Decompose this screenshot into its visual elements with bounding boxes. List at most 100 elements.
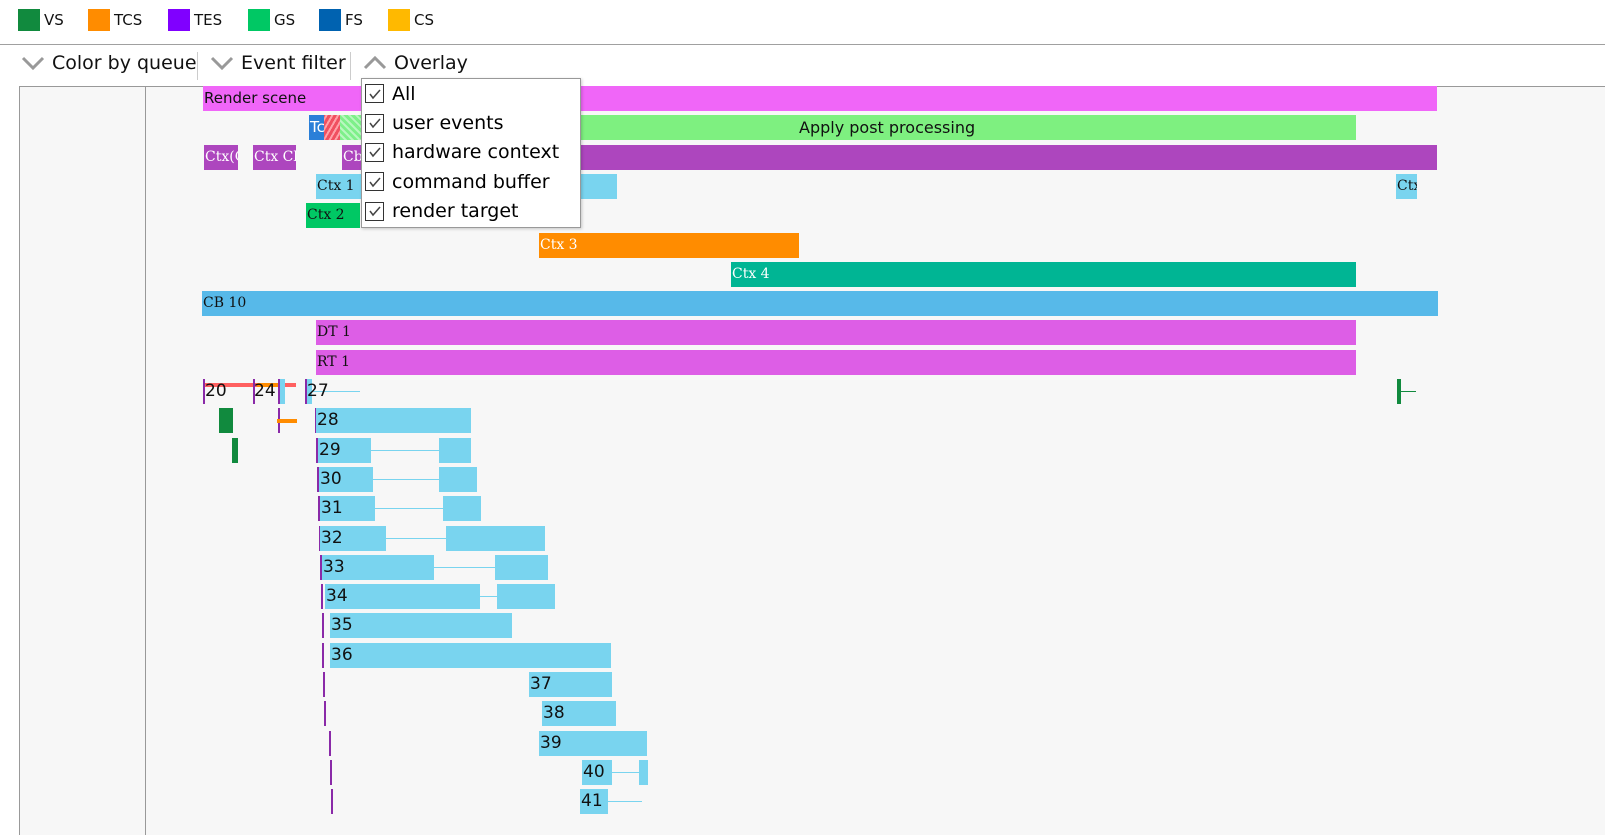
event-bar[interactable]: 41 [580, 789, 608, 815]
tc-bar[interactable]: Tc [309, 115, 324, 141]
apply-post-processing-bar[interactable] [580, 115, 1356, 141]
event-bar[interactable] [497, 584, 555, 610]
event-marker [323, 672, 325, 697]
event-bar[interactable]: 34 [325, 584, 480, 610]
event-filter-toggle[interactable]: Event filter [209, 52, 346, 74]
event-range [257, 383, 283, 387]
event-bar[interactable]: 35 [330, 613, 512, 639]
event-marker [316, 437, 318, 463]
event-bar[interactable] [446, 525, 545, 551]
event-marker [317, 466, 319, 492]
overlay-menu-item[interactable]: command buffer [362, 167, 580, 196]
event-bar[interactable]: 39 [539, 730, 647, 756]
event-bar[interactable]: 37 [529, 672, 612, 697]
legend-label: TCS [114, 11, 143, 29]
overlay-menu-item[interactable]: render target [362, 197, 580, 226]
event-bar[interactable]: 30 [319, 466, 373, 492]
event-bar[interactable]: 33 [322, 554, 434, 580]
event-bar[interactable] [1397, 379, 1401, 404]
checkbox[interactable] [365, 84, 384, 104]
ctx4-bar[interactable]: Ctx 4 [731, 261, 1356, 287]
legend-swatch [18, 9, 40, 31]
event-bar[interactable] [439, 437, 471, 463]
event-marker [318, 496, 320, 522]
event-bar[interactable] [280, 379, 285, 404]
event-marker [203, 379, 205, 404]
check-icon [368, 177, 381, 188]
rt1-bar[interactable]: RT 1 [316, 349, 1356, 375]
event-bar[interactable]: 36 [330, 642, 611, 668]
event-label: 27 [307, 381, 329, 401]
divider [350, 52, 351, 80]
overlay-menu-item[interactable]: hardware context [362, 138, 580, 167]
connector-line [375, 508, 443, 510]
event-filter-label: Event filter [241, 52, 346, 74]
ctx3-bar[interactable]: Ctx 3 [539, 232, 799, 258]
event-bar[interactable]: 40 [582, 759, 612, 785]
apply-post-processing-label: Apply post processing [799, 118, 976, 138]
connector-line [608, 801, 642, 803]
check-icon [368, 206, 381, 217]
checkbox[interactable] [365, 142, 384, 162]
connector-line [434, 566, 495, 568]
overlay-menu-item[interactable]: user events [362, 108, 580, 137]
legend-swatch [168, 9, 190, 31]
event-bar[interactable] [439, 466, 477, 492]
event-bar[interactable]: 31 [320, 496, 375, 522]
event-bar[interactable]: 28 [316, 408, 471, 434]
event-marker [321, 584, 323, 610]
checkbox[interactable] [365, 113, 384, 133]
overlay-label: Overlay [394, 52, 468, 74]
hatched-bar[interactable] [324, 115, 340, 141]
checkbox[interactable] [365, 201, 384, 221]
timeline-view[interactable] [19, 86, 1605, 835]
event-label: 24 [254, 381, 276, 401]
tcs-bar [277, 419, 297, 424]
legend-item: VS [18, 9, 64, 31]
check-icon [368, 147, 381, 158]
dt1-bar[interactable]: DT 1 [316, 320, 1356, 346]
event-marker [329, 730, 331, 756]
legend-item: TCS [88, 9, 142, 31]
legend-label: TES [194, 11, 223, 29]
event-bar[interactable] [443, 496, 481, 522]
legend-item: FS [319, 9, 363, 31]
color-by-queue-label: Color by queue [52, 52, 197, 74]
event-bar[interactable] [307, 379, 312, 404]
ctx-bar[interactable]: Ctx(C [204, 144, 238, 170]
event-bar[interactable]: 38 [542, 701, 616, 727]
overlay-menu-item[interactable]: All [362, 79, 580, 108]
legend-swatch [248, 9, 270, 31]
chevron-up-icon [363, 55, 387, 70]
checkbox[interactable] [365, 172, 384, 192]
vs-bar[interactable] [232, 437, 238, 463]
color-by-queue-toggle[interactable]: Color by queue [20, 52, 197, 74]
event-bar[interactable] [495, 554, 548, 580]
chevron-down-icon [210, 56, 234, 71]
check-icon [368, 89, 381, 99]
divider [197, 52, 198, 80]
overlay-menu-label: render target [392, 200, 519, 223]
event-bar[interactable]: 32 [320, 525, 386, 551]
event-marker [330, 759, 332, 785]
event-marker [322, 642, 324, 668]
ctx-bar[interactable]: Ctx Cb [253, 144, 296, 170]
connector-line [312, 391, 360, 392]
overlay-dropdown: All user events hardware context command bu… [361, 78, 581, 228]
vs-bar[interactable] [219, 408, 233, 434]
event-bar[interactable] [639, 759, 648, 785]
legend-swatch [388, 9, 410, 31]
connector-line [480, 596, 497, 598]
ctx2-bar[interactable]: Ctx 2 [306, 203, 360, 229]
event-bar[interactable]: 29 [318, 437, 371, 463]
event-marker [324, 701, 326, 727]
connector-line [1401, 391, 1416, 392]
overlay-menu-label: All [392, 82, 416, 105]
ctx-bar[interactable]: Ctx [1396, 173, 1417, 199]
event-marker [278, 379, 280, 404]
cb10-bar[interactable]: CB 10 [202, 291, 1438, 317]
event-marker [331, 789, 333, 815]
legend-label: VS [44, 11, 64, 29]
overlay-toggle[interactable]: Overlay [362, 52, 468, 74]
connector-line [371, 449, 439, 451]
